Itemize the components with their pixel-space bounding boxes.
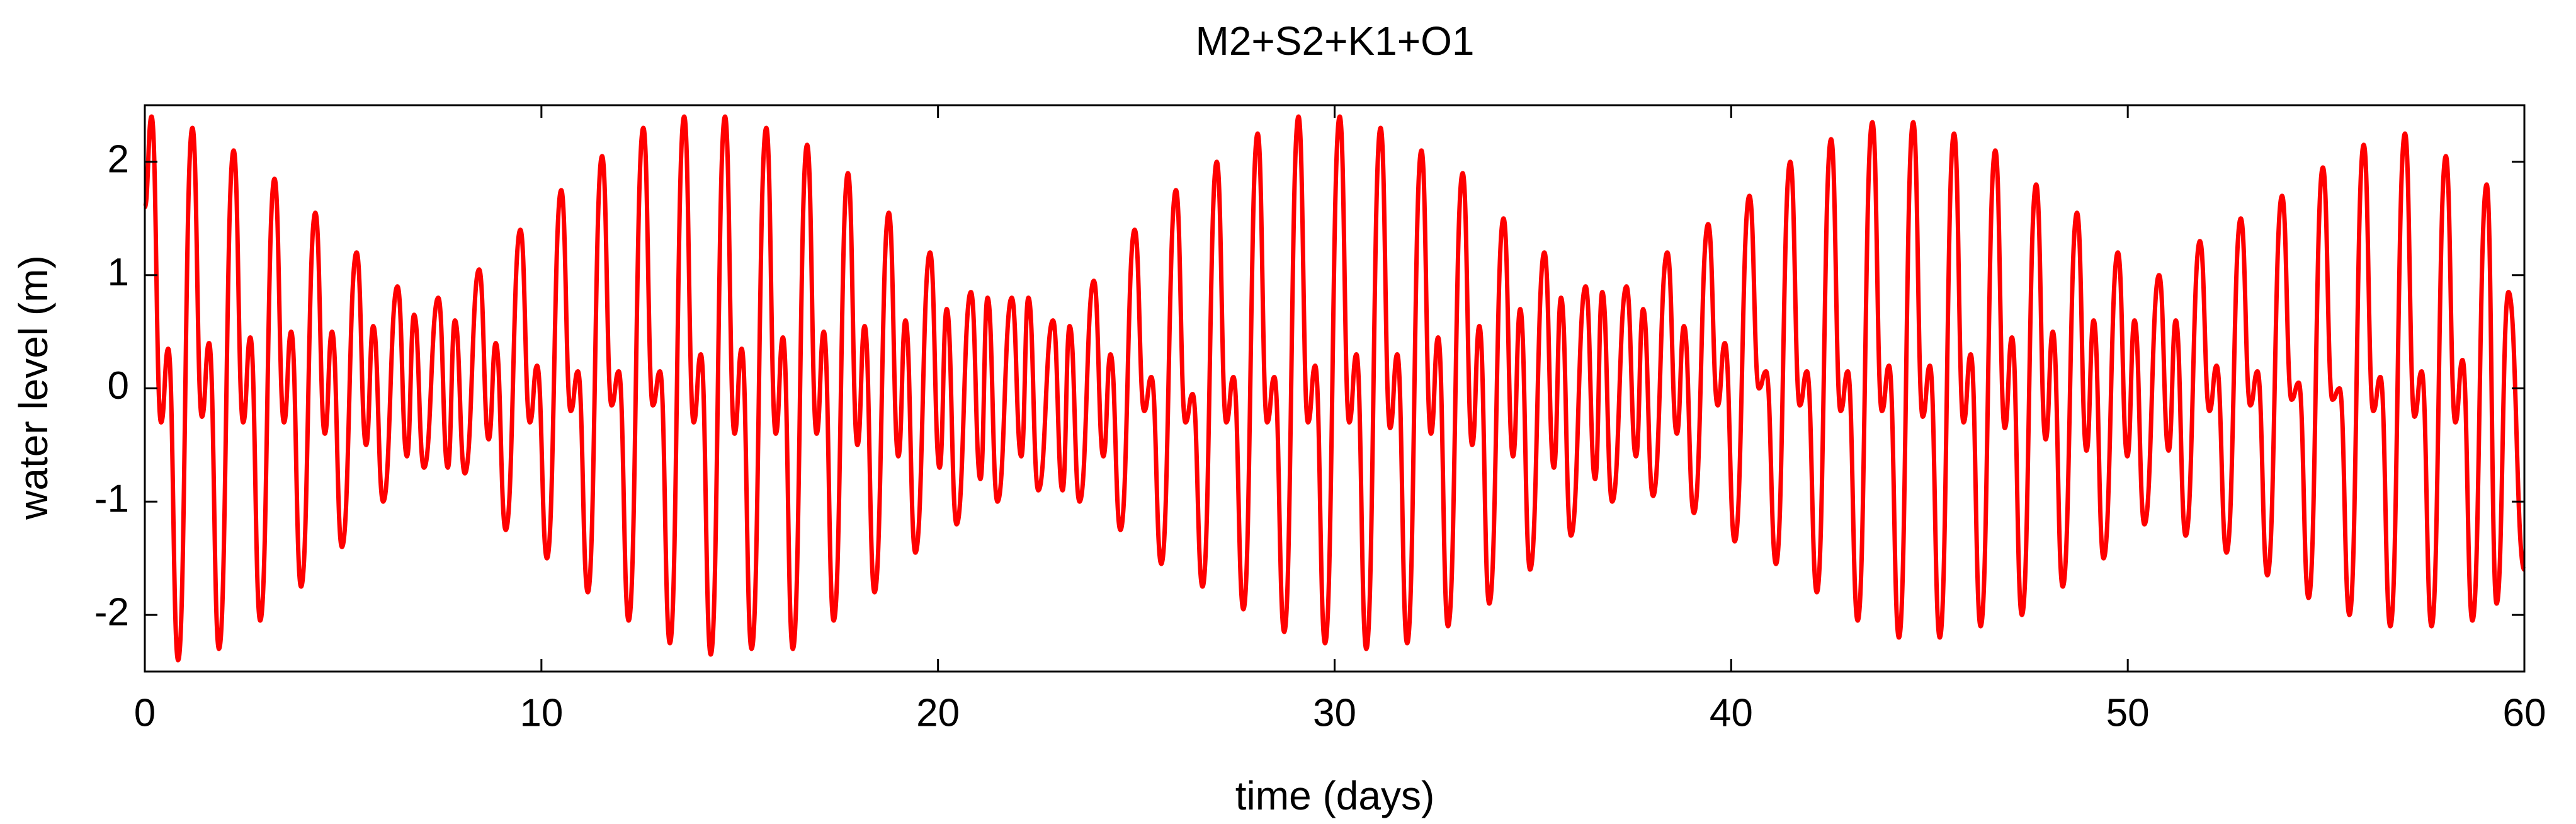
y-tick-label: -2	[94, 590, 129, 634]
x-tick-label: 40	[1710, 691, 1753, 735]
x-tick-label: 0	[134, 691, 156, 735]
y-tick-label: 1	[108, 251, 129, 294]
x-tick-label: 50	[2106, 691, 2150, 735]
x-tick-label: 60	[2503, 691, 2546, 735]
x-tick-label: 20	[916, 691, 960, 735]
chart-title: M2+S2+K1+O1	[1196, 18, 1475, 64]
x-axis-label: time (days)	[1235, 773, 1435, 818]
y-tick-label: 0	[108, 364, 129, 408]
y-tick-label: 2	[108, 137, 129, 181]
data-line	[142, 114, 2527, 663]
x-tick-label: 10	[519, 691, 563, 735]
plot-area: 0 10 20 30 40 50 60 -2 -1 0 1 2	[94, 104, 2546, 735]
y-tick-label: -1	[94, 478, 129, 521]
x-tick-label: 30	[1313, 691, 1356, 735]
y-axis-label: water level (m)	[11, 255, 56, 520]
